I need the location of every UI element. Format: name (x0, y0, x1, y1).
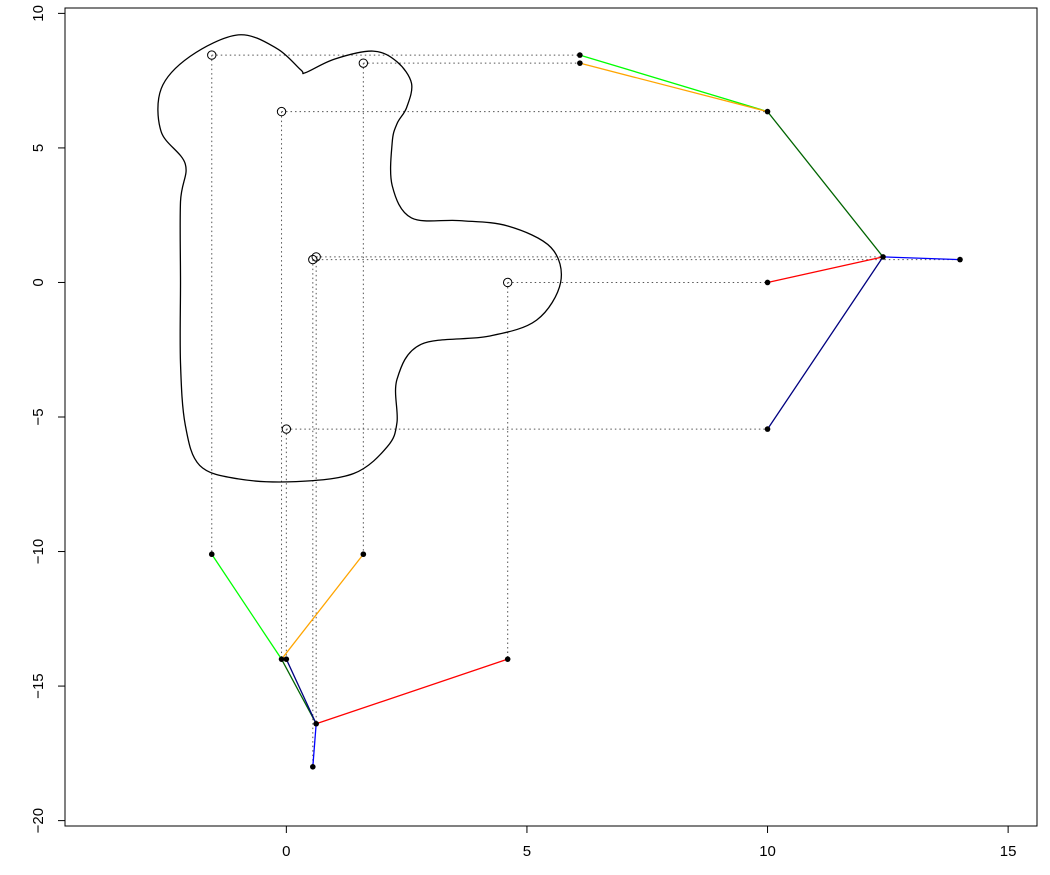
bottom-tree-edge-blue (312, 723, 317, 767)
bottom-tree-node (360, 551, 367, 558)
right-tree-node (764, 426, 771, 432)
right-tree-node (957, 256, 963, 263)
data-point (358, 58, 369, 68)
data-point (281, 424, 292, 434)
y-tick-label: −5 (30, 408, 47, 425)
bottom-tree-edge-darkgreen (280, 658, 317, 725)
data-point (311, 252, 321, 262)
right-tree-node (577, 60, 583, 66)
bottom-tree-edge-orange (281, 553, 364, 660)
right-tree-edge-green (579, 54, 768, 113)
y-tick-label: 10 (30, 5, 47, 22)
y-tick-label: −10 (30, 539, 47, 564)
right-tree-edge-orange (579, 62, 768, 113)
x-tick-label: 10 (759, 843, 776, 860)
guide-lines (211, 54, 961, 767)
bottom-tree-node (278, 656, 285, 662)
data-point (308, 254, 318, 265)
data-point (502, 277, 513, 288)
right-tree-node (880, 254, 886, 260)
x-tick-label: 15 (1000, 843, 1017, 860)
right-tree-edge-darkgreen (767, 111, 884, 258)
data-point (207, 50, 217, 60)
right-tree-edge-blue (882, 256, 961, 261)
region-outline (157, 34, 562, 483)
y-tick-label: 5 (30, 144, 47, 152)
x-axis: 0 5 10 15 (282, 826, 1016, 860)
y-tick-label: −15 (30, 673, 47, 698)
bottom-tree-node (313, 720, 319, 727)
bottom-tree-edge-green (211, 553, 283, 660)
tree-nodes (208, 52, 963, 770)
right-tree-edge-red (767, 256, 884, 284)
right-tree-node (764, 279, 771, 286)
bottom-tree-edge-red (315, 658, 508, 725)
bottom-tree-node (208, 551, 215, 558)
right-tree-node (764, 108, 771, 115)
y-tick-label: 0 (30, 278, 47, 286)
data-point (276, 106, 287, 117)
y-axis: −20 −15 −10 −5 0 5 10 (30, 5, 65, 833)
bottom-tree-node (310, 764, 316, 770)
x-tick-label: 0 (282, 843, 290, 860)
bottom-tree-edge-navy (285, 658, 317, 725)
y-tick-label: −20 (30, 808, 47, 833)
bottom-tree-node (283, 656, 290, 662)
right-tree-node (577, 52, 583, 58)
data-points (207, 50, 513, 434)
bottom-tree-node (504, 656, 511, 662)
right-tree-edge-navy (766, 256, 884, 430)
tree-edges (211, 54, 961, 767)
plot-frame (64, 7, 1038, 827)
x-tick-label: 5 (523, 843, 531, 860)
